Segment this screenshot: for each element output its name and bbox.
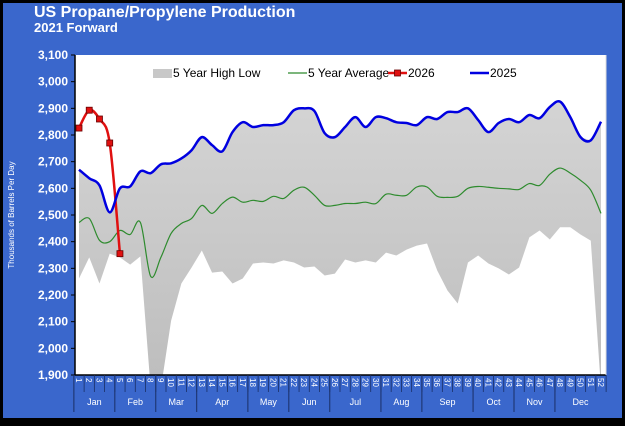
series-line-2025	[78, 100, 603, 214]
y-tick-label: 2,300	[38, 261, 68, 275]
x-week-label: 34	[412, 378, 421, 387]
x-week-label: 2	[84, 378, 93, 383]
y-tick-label: 2,700	[38, 155, 68, 169]
legend: 5 Year High Low 5 Year Average 2026 2025	[153, 66, 517, 80]
series-line-5-year-average	[78, 167, 602, 279]
x-week-label: 19	[258, 378, 267, 387]
x-month-label: May	[260, 397, 278, 407]
x-month-label: Sep	[439, 397, 455, 407]
x-week-label: 43	[504, 378, 513, 387]
x-week-label: 3	[94, 378, 103, 383]
point-2026	[116, 250, 124, 258]
x-week-label: 14	[207, 378, 216, 387]
x-week-label: 47	[545, 378, 554, 387]
x-week-label: 1	[74, 378, 83, 383]
x-week-label: 12	[187, 378, 196, 387]
x-week-label: 49	[565, 378, 574, 387]
x-month-label: Jan	[87, 397, 102, 407]
x-week-label: 6	[125, 378, 134, 383]
x-week-label: 10	[166, 378, 175, 387]
x-week-label: 25	[320, 378, 329, 387]
legend-label-band: 5 Year High Low	[173, 66, 261, 80]
chart-subtitle: 2021 Forward	[34, 20, 118, 35]
y-tick-label: 2,900	[38, 101, 68, 115]
y-tick-label: 2,400	[38, 235, 68, 249]
x-week-label: 13	[197, 378, 206, 387]
x-week-label: 24	[309, 378, 318, 387]
x-month-label: Mar	[168, 397, 184, 407]
x-week-label: 22	[289, 378, 298, 387]
x-week-label: 18	[248, 378, 257, 387]
point-2026	[75, 124, 83, 132]
x-month-label: Oct	[487, 397, 502, 407]
legend-label: 5 Year Average	[308, 66, 390, 80]
x-month-label: Jun	[302, 397, 317, 407]
x-week-label: 16	[228, 378, 237, 387]
x-week-label: 37	[442, 378, 451, 387]
x-week-label: 9	[156, 378, 165, 383]
y-axis-label: Thousands of Barrels Per Day	[7, 161, 16, 268]
y-tick-label: 1,900	[38, 368, 68, 382]
band-5-year-high-low	[79, 101, 601, 375]
x-week-label: 8	[146, 378, 155, 383]
x-week-label: 51	[586, 378, 595, 387]
x-week-label: 7	[135, 378, 144, 383]
x-week-label: 21	[279, 378, 288, 387]
x-week-label: 33	[402, 378, 411, 387]
x-week-label: 48	[555, 378, 564, 387]
x-week-label: 42	[494, 378, 503, 387]
x-week-label: 50	[576, 378, 585, 387]
x-week-label: 26	[330, 378, 339, 387]
point-2026	[106, 139, 114, 147]
legend-label: 2025	[490, 66, 517, 80]
x-week-label: 40	[473, 378, 482, 387]
point-2026	[96, 115, 103, 123]
x-week-label: 4	[105, 378, 114, 383]
legend-label: 2026	[408, 66, 435, 80]
x-week-label: 35	[422, 378, 431, 387]
y-tick-label: 2,200	[38, 288, 68, 302]
x-month-label: Dec	[573, 397, 590, 407]
x-week-label: 46	[535, 378, 544, 387]
y-tick-label: 2,800	[38, 128, 68, 142]
x-week-label: 44	[514, 378, 523, 387]
x-week-label: 27	[340, 378, 349, 387]
x-week-label: 52	[596, 378, 605, 387]
point-2026	[85, 106, 93, 114]
x-week-label: 36	[432, 378, 441, 387]
x-week-label: 29	[361, 378, 370, 387]
x-week-label: 11	[176, 378, 185, 387]
y-tick-label: 2,100	[38, 315, 68, 329]
x-month-label: Jul	[350, 397, 362, 407]
y-tick-label: 2,500	[38, 208, 68, 222]
y-tick-label: 2,600	[38, 181, 68, 195]
y-tick-label: 2,000	[38, 341, 68, 355]
legend-swatch-band	[153, 69, 172, 78]
legend-marker-2026	[394, 69, 401, 77]
x-month-label: Apr	[215, 397, 229, 407]
chart-title: US Propane/Propylene Production	[34, 4, 296, 21]
x-week-label: 30	[371, 378, 380, 387]
y-tick-label: 3,100	[38, 48, 68, 62]
x-week-label: 15	[217, 378, 226, 387]
x-week-label: 38	[453, 378, 462, 387]
x-week-label: 41	[483, 378, 492, 387]
x-month-label: Nov	[526, 397, 543, 407]
x-week-label: 31	[381, 378, 390, 387]
x-week-label: 23	[299, 378, 308, 387]
x-month-label: Feb	[128, 397, 144, 407]
x-month-label: Aug	[393, 397, 409, 407]
x-week-label: 39	[463, 378, 472, 387]
x-week-label: 17	[238, 378, 247, 387]
x-week-label: 20	[268, 378, 277, 387]
x-week-label: 5	[115, 378, 124, 383]
y-tick-label: 3,000	[38, 75, 68, 89]
x-week-label: 32	[391, 378, 400, 387]
x-week-label: 45	[524, 378, 533, 387]
x-week-label: 28	[350, 378, 359, 387]
